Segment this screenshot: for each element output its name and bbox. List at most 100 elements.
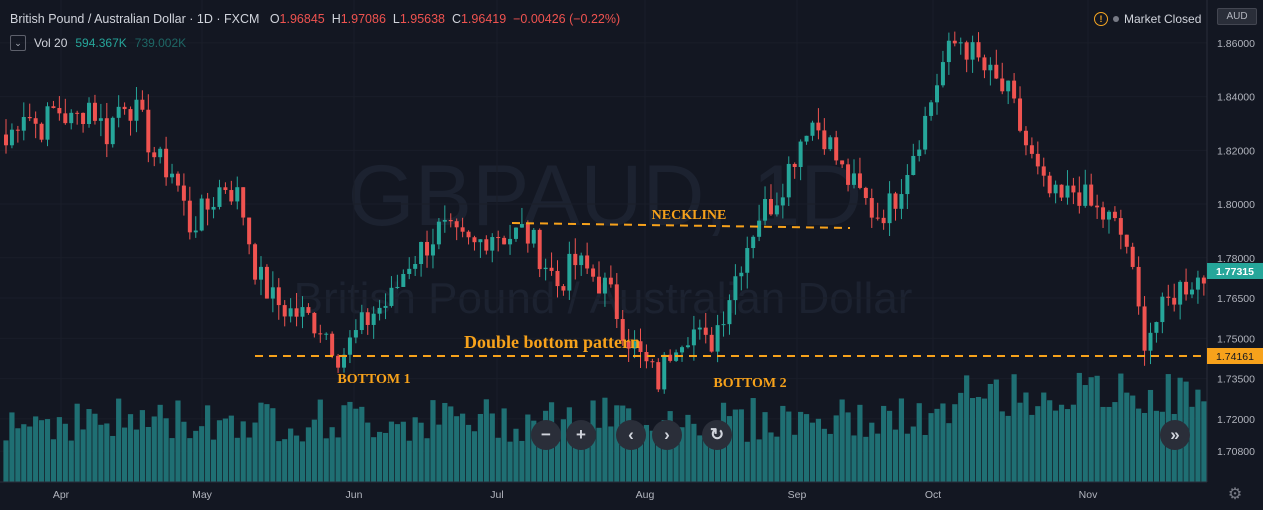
candle-body bbox=[324, 333, 329, 335]
scroll-right-button[interactable]: › bbox=[652, 420, 682, 450]
volume-bar bbox=[365, 422, 371, 482]
collapse-chevron-icon[interactable]: ⌄ bbox=[10, 35, 26, 51]
volume-bar bbox=[335, 437, 341, 482]
reset-button[interactable]: ↻ bbox=[702, 420, 732, 450]
volume-bar bbox=[341, 405, 347, 482]
market-status[interactable]: ! Market Closed bbox=[1094, 12, 1201, 26]
status-dot-icon bbox=[1113, 16, 1119, 22]
volume-bar bbox=[436, 424, 442, 482]
candle-body bbox=[466, 231, 471, 238]
time-tick: Sep bbox=[788, 489, 807, 501]
candle-body bbox=[164, 148, 169, 178]
candle-body bbox=[193, 230, 198, 233]
volume-bar bbox=[786, 411, 792, 482]
volume-bar bbox=[875, 433, 881, 482]
time-tick: Oct bbox=[925, 489, 941, 501]
candle-body bbox=[1112, 211, 1117, 219]
price-tick: 1.80000 bbox=[1217, 199, 1255, 211]
candle-body bbox=[656, 362, 661, 390]
currency-badge[interactable]: AUD bbox=[1217, 8, 1257, 25]
candle-body bbox=[395, 286, 400, 288]
volume-bar bbox=[809, 422, 816, 482]
scroll-to-realtime-button[interactable]: » bbox=[1160, 420, 1190, 450]
volume-bar bbox=[697, 435, 703, 482]
grid bbox=[0, 0, 1207, 482]
symbol-header[interactable]: British Pound / Australian Dollar · 1D ·… bbox=[10, 12, 620, 26]
candle-body bbox=[709, 334, 714, 352]
candle-body bbox=[531, 229, 536, 244]
candle-body bbox=[733, 276, 738, 301]
volume-bar bbox=[448, 406, 454, 482]
candle-body bbox=[875, 217, 880, 219]
volume-bar bbox=[1058, 404, 1065, 482]
candle-body bbox=[1118, 218, 1123, 235]
candle-body bbox=[1154, 322, 1159, 333]
candle-body bbox=[1184, 281, 1189, 295]
volume-label: Vol 20 bbox=[34, 36, 68, 50]
volume-bar bbox=[1118, 373, 1124, 482]
candle-body bbox=[276, 287, 281, 306]
candle-body bbox=[1029, 145, 1034, 154]
candle-body bbox=[958, 42, 963, 44]
volume-bar bbox=[928, 413, 934, 482]
settings-icon[interactable]: ⚙ bbox=[1227, 486, 1243, 503]
time-axis[interactable] bbox=[0, 482, 1263, 510]
price-tick: 1.82000 bbox=[1217, 145, 1255, 157]
volume-ma-value: 739.002K bbox=[134, 36, 187, 50]
volume-bar bbox=[1076, 372, 1082, 482]
candle-body bbox=[401, 273, 406, 287]
volume-bar bbox=[199, 426, 205, 482]
volume-bar bbox=[1100, 406, 1106, 482]
time-tick: Jun bbox=[346, 489, 363, 501]
volume-bar bbox=[317, 399, 323, 482]
candle-body bbox=[946, 40, 951, 63]
candle-body bbox=[828, 137, 833, 150]
zoom-in-button[interactable]: + bbox=[566, 420, 596, 450]
volume-bar bbox=[637, 436, 644, 482]
candle-body bbox=[988, 64, 993, 71]
volume-bar bbox=[104, 423, 110, 482]
candle-body bbox=[140, 99, 145, 110]
scroll-left-button[interactable]: ‹ bbox=[616, 420, 646, 450]
candle-body bbox=[780, 197, 785, 206]
price-axis[interactable] bbox=[1207, 0, 1263, 510]
candle-body bbox=[306, 307, 311, 313]
price-axis-ticks: 1.86000 1.84000 1.82000 1.80000 1.78000 1.765… bbox=[1217, 38, 1255, 458]
volume-bar bbox=[483, 399, 489, 482]
volume-bar bbox=[122, 427, 128, 482]
candle-body bbox=[253, 244, 258, 280]
volume-bar bbox=[507, 441, 513, 482]
price-tick: 1.73500 bbox=[1217, 374, 1255, 386]
candle-body bbox=[881, 217, 886, 224]
warning-icon[interactable]: ! bbox=[1094, 12, 1108, 26]
bottom2-label: BOTTOM 2 bbox=[713, 376, 786, 391]
volume-legend[interactable]: ⌄ Vol 20 594.367K 739.002K bbox=[10, 35, 186, 51]
candle-body bbox=[917, 149, 922, 156]
volume-bar bbox=[1041, 392, 1047, 482]
candle-body bbox=[436, 221, 441, 245]
volume-bar bbox=[145, 426, 151, 482]
candle-body bbox=[650, 361, 655, 363]
candle-body bbox=[626, 341, 631, 349]
volume-bar bbox=[270, 408, 276, 482]
volume-bar bbox=[371, 437, 377, 482]
volume-bar bbox=[1106, 406, 1112, 482]
zoom-out-button[interactable]: − bbox=[531, 420, 561, 450]
candle-body bbox=[851, 173, 856, 185]
candle-body bbox=[668, 354, 673, 361]
volume-bar bbox=[792, 434, 798, 482]
volume-bar bbox=[187, 438, 193, 482]
volume-bar bbox=[222, 418, 229, 482]
candle-body bbox=[460, 227, 465, 232]
volume-bar bbox=[1195, 389, 1201, 482]
scroll-to-realtime-icon: » bbox=[1170, 425, 1180, 444]
candle-body bbox=[128, 109, 133, 121]
candle-body bbox=[1142, 306, 1147, 351]
neckline-line bbox=[511, 222, 851, 229]
candle-body bbox=[940, 62, 945, 86]
volume-bar bbox=[756, 439, 762, 482]
change-value: −0.00426 (−0.22%) bbox=[513, 12, 621, 26]
candle-body bbox=[579, 255, 584, 266]
